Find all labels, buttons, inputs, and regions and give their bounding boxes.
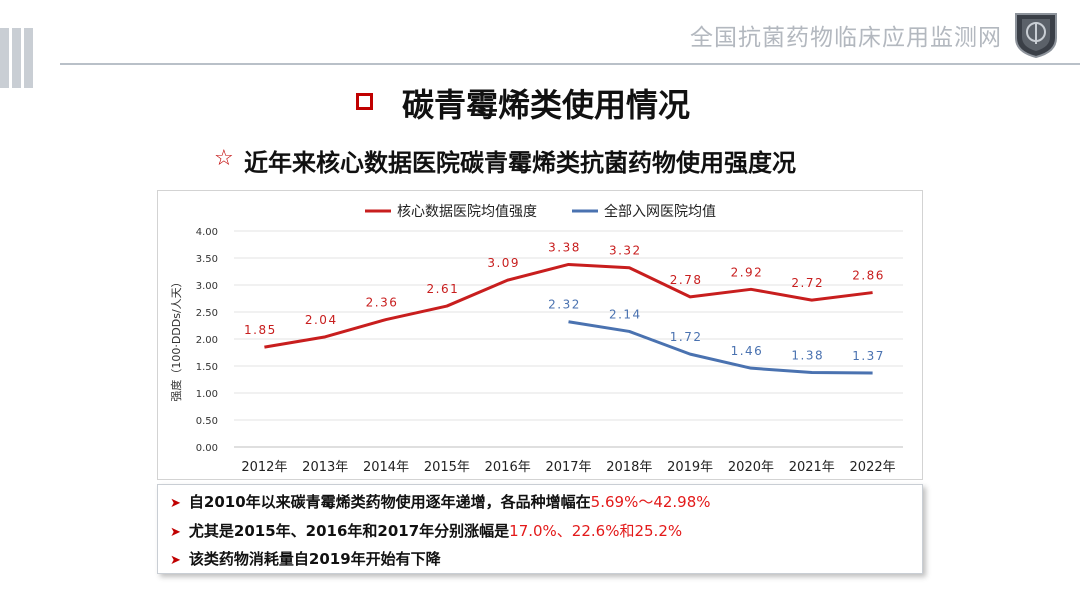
y-tick-label: 0.50 [196, 416, 218, 427]
data-label: 1.38 [791, 348, 824, 362]
data-label: 2.72 [791, 276, 824, 290]
y-tick-label: 0.00 [196, 443, 218, 454]
data-label: 2.61 [427, 282, 460, 296]
header-rule [60, 63, 1080, 65]
bullet-list: ➤ 自2010年以来碳青霉烯类药物使用逐年递增，各品种增幅在5.69%～42.98… [157, 484, 923, 574]
legend-label: 核心数据医院均值强度 [397, 204, 537, 220]
data-label: 3.38 [548, 240, 581, 254]
y-tick-label: 3.50 [196, 254, 218, 265]
data-label: 1.37 [852, 349, 885, 363]
series-line [264, 262, 873, 349]
legend-label: 全部入网医院均值 [604, 203, 716, 220]
x-tick-label: 2019年 [667, 460, 713, 475]
y-tick-label: 2.50 [196, 308, 218, 319]
data-label: 2.92 [731, 265, 764, 279]
line-chart: 0.00 0.50 1.00 1.50 2.00 2.50 3.00 3.50 4.00 2012… [169, 203, 903, 475]
x-tick-label: 2022年 [850, 460, 896, 475]
x-tick-label: 2014年 [363, 460, 409, 475]
data-label: 2.04 [305, 313, 338, 327]
bullet-text: 尤其是2015年、2016年和2017年分别涨幅是 [188, 522, 510, 540]
header-block-2 [12, 28, 21, 88]
data-label: 3.09 [487, 256, 520, 270]
x-tick-label: 2018年 [606, 460, 652, 475]
page-subtitle: 近年来核心数据医院碳青霉烯类抗菌药物使用强度况 [244, 149, 796, 177]
y-tick-label: 2.00 [196, 335, 218, 346]
x-tick-label: 2020年 [728, 460, 774, 475]
data-label: 2.32 [548, 298, 581, 312]
arrow-icon: ➤ [170, 525, 181, 540]
bullet-highlight: 5.69%～42.98% [590, 493, 711, 511]
y-tick-label: 1.00 [196, 389, 218, 400]
bullet-highlight: 17.0%、22.6%和25.2% [509, 522, 683, 540]
star-icon: ☆ [214, 146, 234, 171]
header-title: 全国抗菌药物临床应用监测网 [690, 25, 1002, 51]
title-square-icon [356, 93, 373, 110]
data-label: 1.72 [670, 330, 703, 344]
data-label: 3.32 [609, 244, 642, 258]
x-tick-label: 2012年 [241, 460, 287, 475]
x-tick-label: 2015年 [424, 460, 470, 475]
y-tick-label: 4.00 [196, 227, 218, 238]
x-tick-label: 2016年 [485, 460, 531, 475]
x-tick-label: 2021年 [789, 460, 835, 475]
series-line [568, 320, 873, 375]
arrow-icon: ➤ [170, 496, 181, 511]
x-tick-label: 2013年 [302, 460, 348, 475]
data-label: 1.46 [731, 344, 764, 358]
bullet-item: ➤ 该类药物消耗量自2019年开始有下降 [170, 548, 441, 569]
network-logo-icon [1015, 13, 1057, 58]
header-block-1 [0, 28, 9, 88]
data-label: 1.85 [244, 323, 277, 337]
y-axis-label: 强度（100·DDDs/人天） [169, 276, 183, 401]
data-label: 2.86 [852, 269, 885, 283]
data-label: 2.36 [366, 296, 399, 310]
header-block-3 [24, 28, 33, 88]
x-tick-label: 2017年 [545, 460, 591, 475]
bullet-text: 自2010年以来碳青霉烯类药物使用逐年递增，各品种增幅在 [188, 493, 591, 511]
chart-panel: 0.00 0.50 1.00 1.50 2.00 2.50 3.00 3.50 4.00 2012… [157, 190, 923, 480]
bullet-item: ➤ 尤其是2015年、2016年和2017年分别涨幅是17.0%、22.6%和25… [170, 520, 682, 541]
page-title: 碳青霉烯类使用情况 [402, 86, 691, 124]
y-tick-label: 3.00 [196, 281, 218, 292]
arrow-icon: ➤ [170, 553, 181, 568]
y-tick-label: 1.50 [196, 362, 218, 373]
data-label: 2.78 [670, 273, 703, 287]
data-label: 2.14 [609, 307, 642, 321]
bullet-item: ➤ 自2010年以来碳青霉烯类药物使用逐年递增，各品种增幅在5.69%～42.98… [170, 491, 711, 512]
bullet-text: 该类药物消耗量自2019年开始有下降 [188, 550, 441, 568]
